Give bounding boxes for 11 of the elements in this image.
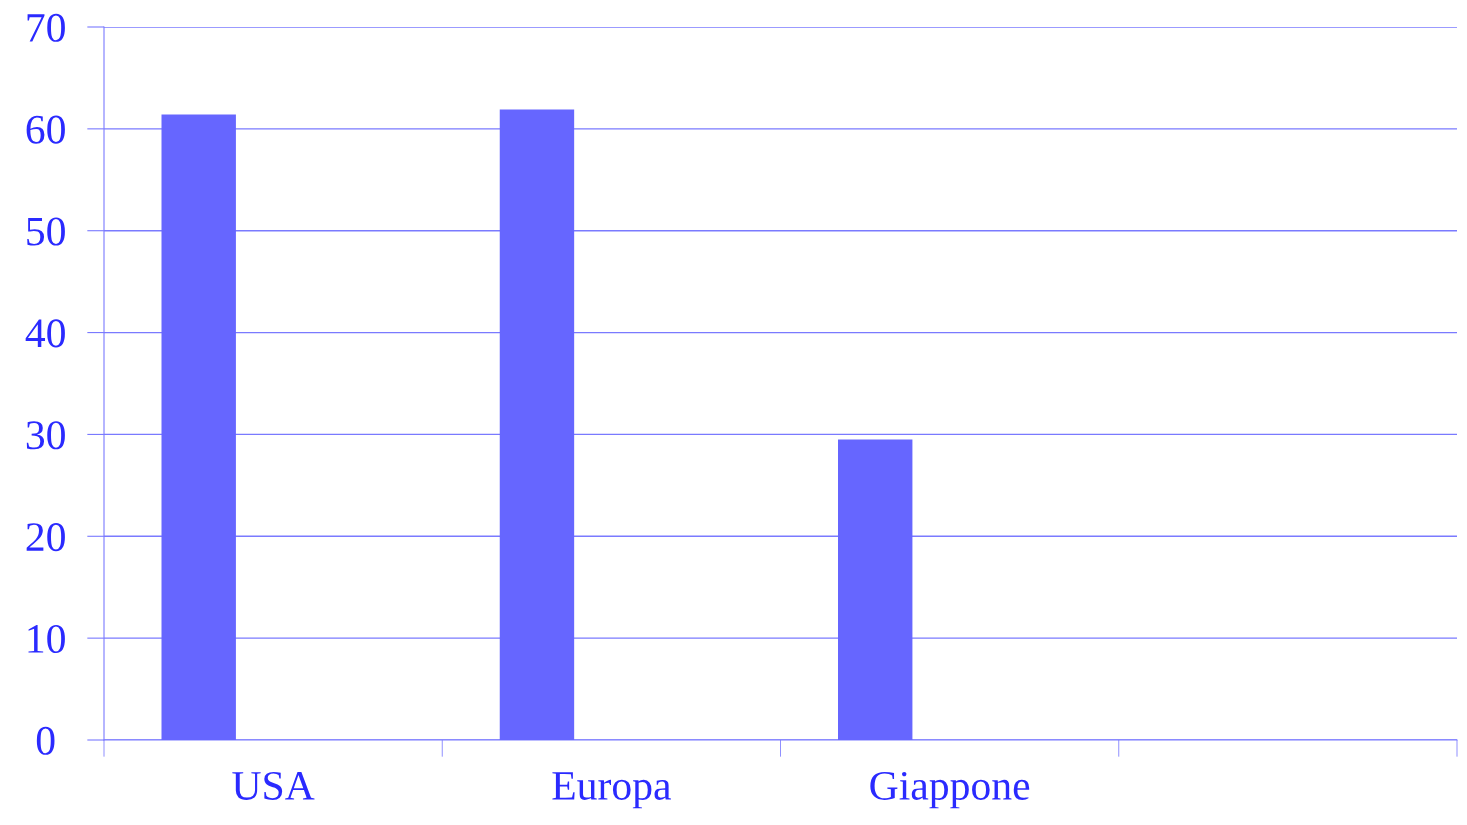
y-tick-label: 0 xyxy=(36,726,55,755)
y-tick-label: 50 xyxy=(27,217,65,246)
y-tick-label: 40 xyxy=(25,319,65,348)
y-tick-label: 70 xyxy=(27,13,65,42)
x-tick-label: Giappone xyxy=(870,771,1030,809)
x-tick-label: USA xyxy=(232,771,315,800)
y-tick-label: 30 xyxy=(26,421,65,450)
x-tick-label: Europa xyxy=(552,772,671,809)
y-tick-label: 60 xyxy=(26,115,65,144)
y-tick-label: 10 xyxy=(28,624,65,654)
y-tick-label: 20 xyxy=(26,523,65,552)
